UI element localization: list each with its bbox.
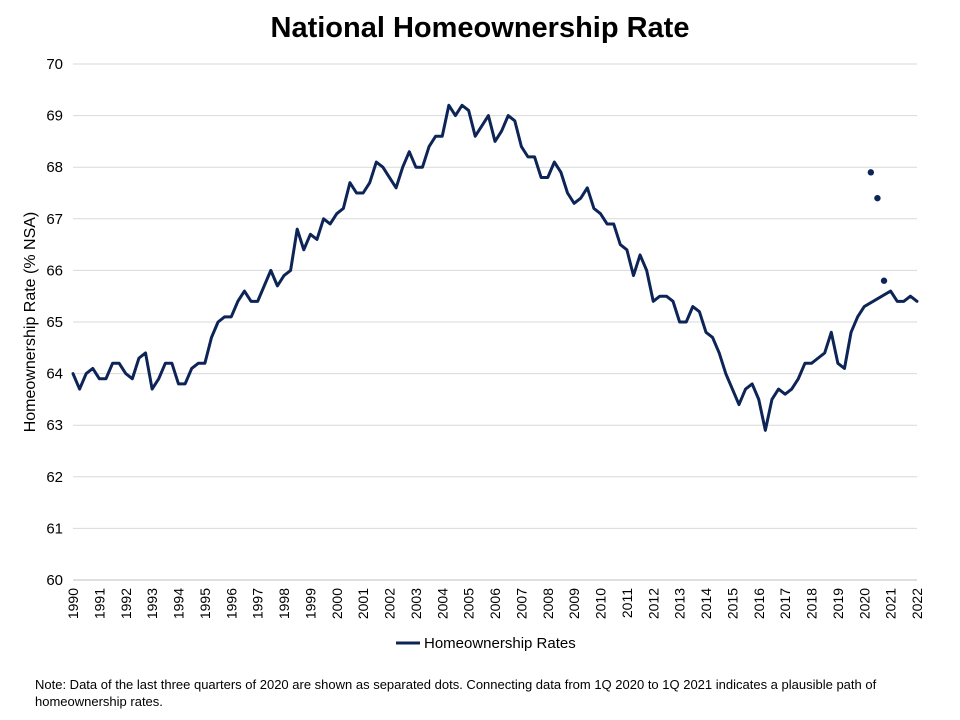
y-tick-label: 62 — [46, 469, 63, 486]
y-tick-label: 60 — [46, 572, 63, 589]
separated-data-point — [880, 277, 888, 284]
y-tick-label: 66 — [46, 262, 63, 279]
y-tick-label: 61 — [46, 520, 63, 537]
gridlines — [73, 63, 917, 529]
x-tick-label: 1990 — [65, 588, 81, 619]
x-tick-label: 2009 — [566, 588, 582, 619]
y-tick-label: 63 — [46, 417, 63, 434]
x-tick-label: 1991 — [91, 588, 107, 619]
x-tick-label: 1997 — [250, 588, 266, 619]
x-tick-label: 1993 — [144, 588, 160, 619]
legend-label: Homeownership Rates — [424, 635, 576, 652]
y-tick-label: 70 — [46, 56, 63, 73]
y-axis-label: Homeownership Rate (% NSA) — [22, 212, 39, 433]
x-tick-label: 2000 — [329, 588, 345, 619]
x-tick-label: 2021 — [883, 588, 899, 619]
x-tick-label: 2008 — [540, 588, 556, 619]
series — [71, 103, 919, 432]
x-tick-label: 2015 — [724, 588, 740, 619]
x-tick-label: 1994 — [171, 588, 187, 619]
x-tick-label: 1996 — [223, 588, 239, 619]
x-tick-label: 1992 — [118, 588, 134, 619]
x-tick-label: 1999 — [302, 588, 318, 619]
x-tick-labels: 1990 1991 1992 1993 1994 1995 1996 1997 1998 1999… — [65, 588, 925, 619]
x-tick-label: 2010 — [593, 588, 609, 619]
x-tick-label: 2017 — [777, 588, 793, 619]
x-tick-label: 2014 — [698, 588, 714, 619]
y-tick-labels: 60 61 62 63 64 65 66 67 68 69 70 — [46, 56, 63, 589]
series-line-homeownership-rates — [71, 103, 919, 432]
footnote: Note: Data of the last three quarters of… — [35, 677, 877, 709]
x-tick-label: 1998 — [276, 588, 292, 619]
x-tick-label: 2004 — [434, 588, 450, 619]
x-tick-label: 2001 — [355, 588, 371, 619]
x-tick-label: 2003 — [408, 588, 424, 619]
x-tick-label: 2007 — [513, 588, 529, 619]
x-tick-label: 1995 — [197, 588, 213, 619]
x-tick-label: 2018 — [804, 588, 820, 619]
x-tick-label: 2005 — [461, 588, 477, 619]
x-tick-label: 2012 — [645, 588, 661, 619]
y-tick-label: 68 — [46, 159, 63, 176]
chart-title: National Homeownership Rate — [270, 12, 690, 44]
x-tick-label: 2016 — [751, 588, 767, 619]
x-tick-label: 2013 — [672, 588, 688, 619]
y-tick-label: 64 — [46, 366, 63, 383]
x-tick-label: 2002 — [382, 588, 398, 619]
separated-data-point — [867, 169, 875, 176]
y-tick-label: 67 — [46, 211, 63, 228]
legend: Homeownership Rates — [396, 635, 576, 652]
x-tick-label: 2019 — [830, 588, 846, 619]
x-tick-label: 2022 — [909, 588, 925, 619]
x-tick-label: 2020 — [856, 588, 872, 619]
y-tick-label: 65 — [46, 314, 63, 331]
x-tick-label: 2011 — [619, 588, 635, 618]
x-tick-label: 2006 — [487, 588, 503, 619]
separated-data-point — [874, 194, 881, 202]
y-tick-label: 69 — [46, 108, 63, 125]
